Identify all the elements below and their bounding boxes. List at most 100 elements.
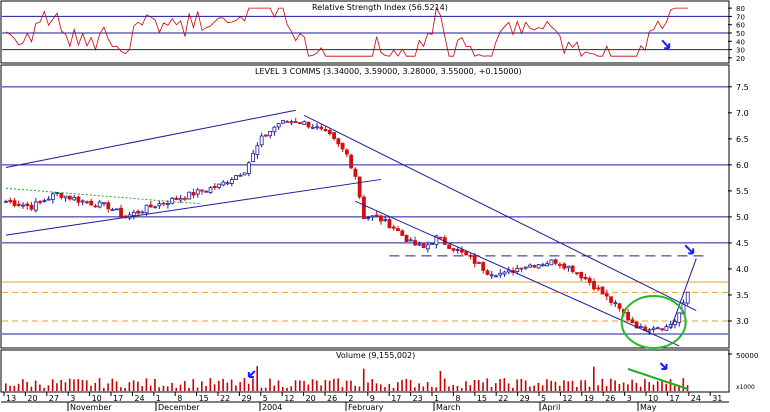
x-tick-label: 12 xyxy=(284,394,294,403)
volume-bar xyxy=(362,368,365,391)
candle xyxy=(319,126,324,130)
candle xyxy=(12,200,17,206)
x-tick-label: 31 xyxy=(712,394,722,403)
x-tick-label: 5 xyxy=(541,394,546,403)
volume-bar xyxy=(60,379,62,391)
candle xyxy=(634,321,639,329)
x-tick-label: 19 xyxy=(584,394,594,403)
candle xyxy=(592,281,596,290)
volume-bar xyxy=(541,385,544,391)
volume-bar xyxy=(171,382,173,391)
volume-bar xyxy=(673,385,676,391)
volume-layer: 50000 x1000 xyxy=(5,352,758,391)
volume-bar xyxy=(529,386,531,391)
rsi-tick-label: 30 xyxy=(736,47,745,55)
volume-bar xyxy=(26,381,28,391)
volume-bar xyxy=(367,382,369,391)
volume-bar xyxy=(149,385,152,391)
candle xyxy=(114,208,119,211)
candle xyxy=(344,149,349,155)
channel-line xyxy=(670,258,697,329)
volume-bar xyxy=(39,384,41,391)
volume-bar xyxy=(166,386,169,391)
volume-bar xyxy=(115,381,118,391)
candle xyxy=(16,203,21,206)
volume-bar xyxy=(627,384,629,391)
volume-bar xyxy=(639,386,642,391)
volume-bar xyxy=(550,380,552,391)
volume-bar xyxy=(269,378,271,391)
candle xyxy=(204,190,209,193)
candle xyxy=(302,121,307,125)
candle xyxy=(434,235,439,245)
volume-bar xyxy=(601,378,604,391)
candle xyxy=(370,215,375,218)
volume-bar xyxy=(51,379,54,391)
candle xyxy=(221,181,226,186)
candle xyxy=(562,263,567,269)
volume-bar xyxy=(201,381,203,391)
volume-bar xyxy=(235,385,237,391)
candle xyxy=(50,193,55,200)
volume-bar xyxy=(264,387,267,391)
volume-bar xyxy=(5,383,7,391)
volume-bar xyxy=(622,382,625,391)
volume-bar xyxy=(111,378,114,391)
x-tick-label: 17 xyxy=(391,394,401,403)
volume-bar xyxy=(597,385,599,391)
volume-bar xyxy=(141,386,143,391)
x-tick-label: 12 xyxy=(562,394,572,403)
candle xyxy=(157,203,162,207)
volume-bar xyxy=(431,386,433,391)
candle xyxy=(276,123,281,128)
candle xyxy=(102,202,106,205)
volume-bar xyxy=(537,382,540,391)
candle xyxy=(251,152,256,163)
candle xyxy=(472,255,477,264)
candle xyxy=(310,126,315,129)
volume-bar xyxy=(34,380,37,391)
volume-bar xyxy=(145,378,148,391)
candle xyxy=(575,272,579,275)
candle xyxy=(391,226,396,229)
volume-bar xyxy=(409,379,412,391)
volume-bar xyxy=(371,379,374,391)
volume-title: Volume (9,155,002) xyxy=(336,351,415,360)
price-title: LEVEL 3 COMMS (3.34000, 3.59000, 3.28000… xyxy=(255,67,522,76)
volume-bar xyxy=(435,387,437,391)
x-tick-label: 2 xyxy=(348,394,353,403)
volume-bar xyxy=(183,381,186,391)
channel-line xyxy=(355,200,680,347)
candle xyxy=(85,201,89,204)
x-tick-label: 22 xyxy=(498,394,508,403)
volume-bar xyxy=(17,383,20,391)
volume-bar xyxy=(571,380,574,391)
volume-bar xyxy=(209,378,212,391)
x-tick-label: 8 xyxy=(177,394,182,403)
candle xyxy=(421,242,426,248)
x-tick-label: 23 xyxy=(413,394,423,403)
volume-bar xyxy=(94,382,97,391)
candle xyxy=(46,198,51,201)
x-tick-label: 24 xyxy=(134,394,144,403)
volume-bar xyxy=(205,385,207,391)
price-tick-label: 7.5 xyxy=(736,83,749,92)
volume-bar xyxy=(218,380,220,391)
candle xyxy=(289,121,294,124)
month-label: April xyxy=(542,403,560,412)
candle xyxy=(596,287,601,290)
x-tick-label: 20 xyxy=(306,394,316,403)
x-tick-label: 29 xyxy=(241,394,251,403)
volume-bar xyxy=(175,387,178,391)
candle xyxy=(570,265,575,272)
volume-bar xyxy=(120,387,122,391)
month-label: March xyxy=(436,403,460,412)
candle xyxy=(281,120,285,124)
volume-bar xyxy=(137,381,139,391)
volume-bar xyxy=(320,385,322,391)
volume-bar xyxy=(533,385,535,391)
candle xyxy=(430,243,434,245)
candle xyxy=(4,200,8,203)
channel-line xyxy=(5,109,296,168)
volume-bar xyxy=(30,386,33,391)
